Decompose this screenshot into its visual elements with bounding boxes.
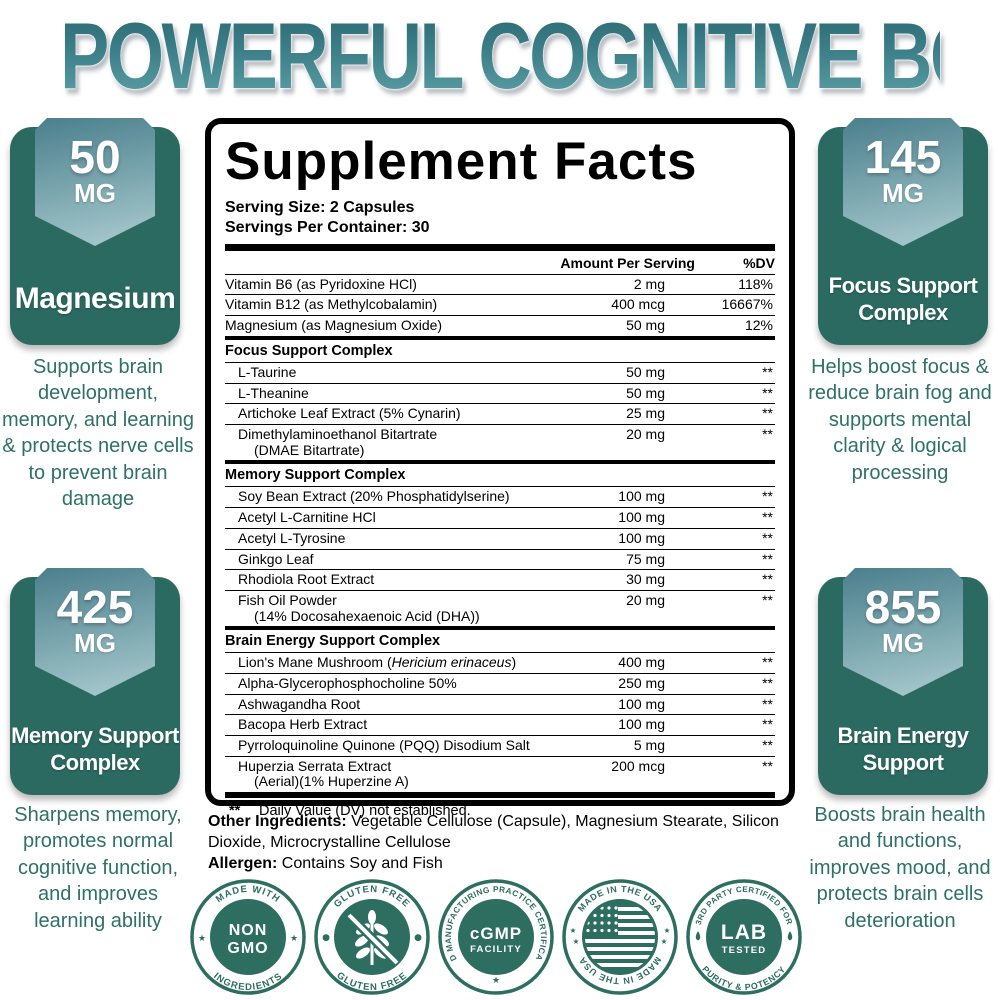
amount-ribbon: 50 MG — [35, 118, 155, 246]
ingredient-row: Bacopa Herb Extract 100 mg ** — [225, 714, 775, 735]
facts-rows: Vitamin B6 (as Pyridoxine HCl) 2 mg 118% Vi… — [225, 273, 775, 792]
spacer — [225, 255, 545, 271]
star-icon: ★ — [661, 937, 668, 946]
amount-ribbon: 855 MG — [843, 568, 963, 696]
ingredient-row: Lion's Mane Mushroom (Hericium erinaceus… — [225, 652, 775, 673]
amount-ribbon: 425 MG — [35, 568, 155, 696]
amount-per-serving-header: Amount Per Serving — [560, 254, 695, 271]
ingredient-row: Vitamin B12 (as Methylcobalamin) 400 mcg 1… — [225, 294, 775, 315]
badge-card-brain-energy: 855 MG Brain Energy Support — [818, 577, 988, 795]
certification-stamps: MADE WITH INGREDIENTS ★ ★ NON GMO GLUTEN… — [188, 877, 804, 997]
non-gmo-stamp: MADE WITH INGREDIENTS ★ ★ NON GMO — [190, 879, 306, 995]
drop-icon — [787, 931, 793, 941]
non-gmo-line2: GMO — [227, 940, 268, 957]
cgmp-line2: FACILITY — [470, 944, 522, 955]
facts-column-headers: Amount Per Serving %DV — [225, 251, 775, 274]
amount-value: 145 — [864, 131, 942, 183]
ingredient-row: Acetyl L-Carnitine HCl 100 mg ** — [225, 507, 775, 528]
star-icon: ★ — [570, 926, 577, 935]
divider-bar — [225, 243, 775, 251]
ingredient-row: Vitamin B6 (as Pyridoxine HCl) 2 mg 118% — [225, 273, 775, 295]
ingredient-row: Magnesium (as Magnesium Oxide) 50 mg 12% — [225, 314, 775, 336]
ingredient-row: Alpha-Glycerophosphocholine 50% 250 mg ** — [225, 673, 775, 694]
ingredient-row: Rhodiola Root Extract 30 mg ** — [225, 569, 775, 590]
allergen-label: Allergen: — [208, 854, 278, 872]
footnote: ** Daily Value (DV) not established. — [225, 792, 775, 823]
badge-description: Sharpens memory, promotes normal cogniti… — [14, 804, 182, 932]
amount-unit: MG — [882, 178, 924, 208]
other-ingredients-text: Vegetable Cellulose (Capsule), Magnesium… — [208, 813, 779, 851]
star-icon: ★ — [664, 926, 671, 935]
ingredient-row: Ginkgo Leaf 75 mg ** — [225, 548, 775, 570]
wheat-crossed-icon — [345, 910, 401, 967]
made-in-usa-stamp: MADE IN THE USA MADE IN THE USA ★ ★ ★ ★ — [562, 879, 678, 995]
lab-line1: LAB — [721, 921, 767, 944]
gluten-free-stamp: GLUTEN FREE GLUTEN FREE ● ● — [314, 879, 430, 995]
dv-header: %DV — [743, 254, 775, 271]
amount-value: 425 — [56, 581, 134, 633]
badge-name: Magnesium — [14, 282, 176, 316]
badge-description: Supports brain development, memory, and … — [2, 356, 194, 510]
amount-unit: MG — [882, 628, 924, 658]
footnote-text: Daily Value (DV) not established. — [259, 803, 471, 820]
supplement-facts-panel: Supplement Facts Serving Size: 2 Capsule… — [205, 118, 795, 819]
us-flag-icon — [585, 906, 655, 967]
allergen-text: Contains Soy and Fish — [281, 854, 443, 872]
amount-value: 50 — [69, 131, 121, 183]
badge-card-magnesium: 50 MG Magnesium — [10, 127, 180, 345]
other-ingredients-label: Other Ingredients: — [208, 813, 347, 830]
star-icon: ★ — [492, 976, 500, 986]
badge-name: Brain Energy Support — [837, 722, 969, 776]
non-gmo-line1: NON — [229, 922, 268, 939]
section-header-row: Brain Energy Support Complex — [225, 626, 775, 652]
badge-card-memory-support: 425 MG Memory Support Complex — [10, 577, 180, 795]
badge-name: Memory Support Complex — [11, 722, 179, 776]
ingredient-row: Huperzia Serrata Extract (Aerial)(1% Hupe… — [225, 755, 775, 792]
ingredient-row: L-Taurine 50 mg ** — [225, 361, 775, 383]
badge-name: Focus Support Complex — [828, 272, 978, 326]
supplement-facts-title: Supplement Facts — [225, 132, 698, 191]
drop-icon — [695, 931, 701, 941]
ingredient-row: Fish Oil Powder (14% Docosahexaenoic Acid… — [225, 589, 775, 626]
dot-icon: ● — [414, 933, 422, 943]
amount-value: 855 — [864, 581, 942, 633]
ingredient-row: L-Theanine 50 mg ** — [225, 382, 775, 404]
cgmp-line1: cGMP — [470, 924, 522, 943]
ingredient-row: Dimethylaminoethanol Bitartrate (DMAE Bit… — [225, 423, 775, 460]
other-ingredients-block: Other Ingredients: Vegetable Cellulose (… — [208, 812, 808, 874]
ingredient-row: Soy Bean Extract (20% Phosphatidylserine… — [225, 486, 775, 507]
lab-line2: TESTED — [722, 945, 767, 956]
badge-card-focus-support: 145 MG Focus Support Complex — [818, 127, 988, 345]
amount-unit: MG — [74, 178, 116, 208]
badge-description: Helps boost focus & reduce brain fog and… — [808, 356, 992, 484]
page-title: POWERFUL COGNITIVE BOOST — [60, 2, 1000, 111]
cgmp-stamp: GOOD MANUFACTURING PRACTICE CERTIFICATIO… — [436, 877, 554, 995]
ingredient-row: Ashwagandha Root 100 mg ** — [225, 693, 775, 715]
ingredient-row: Artichoke Leaf Extract (5% Cynarin) 25 mg… — [225, 403, 775, 424]
section-header-row: Focus Support Complex — [225, 335, 775, 362]
ingredient-row: Pyrroloquinoline Quinone (PQQ) Disodium … — [225, 735, 775, 756]
footnote-symbol: ** — [229, 803, 241, 820]
star-icon: ★ — [573, 937, 580, 946]
star-icon: ★ — [290, 934, 298, 944]
section-header-row: Memory Support Complex — [225, 460, 775, 486]
star-icon: ★ — [198, 934, 206, 944]
dot-icon: ● — [322, 933, 330, 943]
amount-unit: MG — [74, 628, 116, 658]
serving-size: Serving Size: 2 Capsules — [225, 198, 415, 216]
lab-tested-stamp: 3RD PARTY CERTIFIED FOR PURITY & POTENCY… — [686, 879, 802, 995]
ingredient-row: Acetyl L-Tyrosine 100 mg ** — [225, 527, 775, 549]
badge-description: Boosts brain health and functions, impro… — [809, 804, 991, 932]
servings-per-container: Servings Per Container: 30 — [225, 218, 430, 236]
amount-ribbon: 145 MG — [843, 118, 963, 246]
